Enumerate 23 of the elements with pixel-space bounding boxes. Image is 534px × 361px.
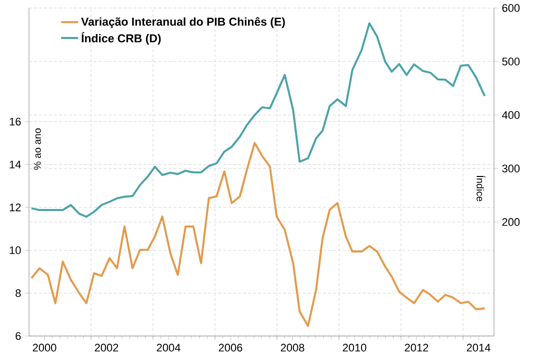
x-tick-label: 2012 [404,344,428,352]
x-tick-label: 2000 [32,344,56,352]
y-tick-label: 16 [10,118,21,126]
y2-tick-label: 500 [502,58,520,66]
y-tick-label: 10 [10,246,21,254]
x-tick-label: 2010 [342,344,366,352]
x-tick-label: 2004 [156,344,180,352]
y2-axis-title: Índice [476,176,486,202]
legend-label: Variação Interanual do PIB Chinês (E) [81,17,285,28]
y2-tick-label: 300 [502,164,520,172]
y-tick-label: 6 [16,332,21,340]
y-tick-label: 14 [10,160,21,168]
y-tick-label: 12 [10,204,21,212]
x-tick-label: 2002 [94,344,118,352]
y2-tick-label: 600 [502,4,520,12]
x-tick-label: 2006 [218,344,242,352]
y2-tick-label: 400 [502,111,520,119]
y-axis-title: % ao ano [34,128,41,170]
legend-label: Índice CRB (D) [82,32,161,45]
x-tick-label: 2008 [280,344,304,352]
x-tick-label: 2014 [466,344,490,352]
y2-tick-label: 200 [502,218,520,226]
y-tick-label: 8 [16,289,21,298]
